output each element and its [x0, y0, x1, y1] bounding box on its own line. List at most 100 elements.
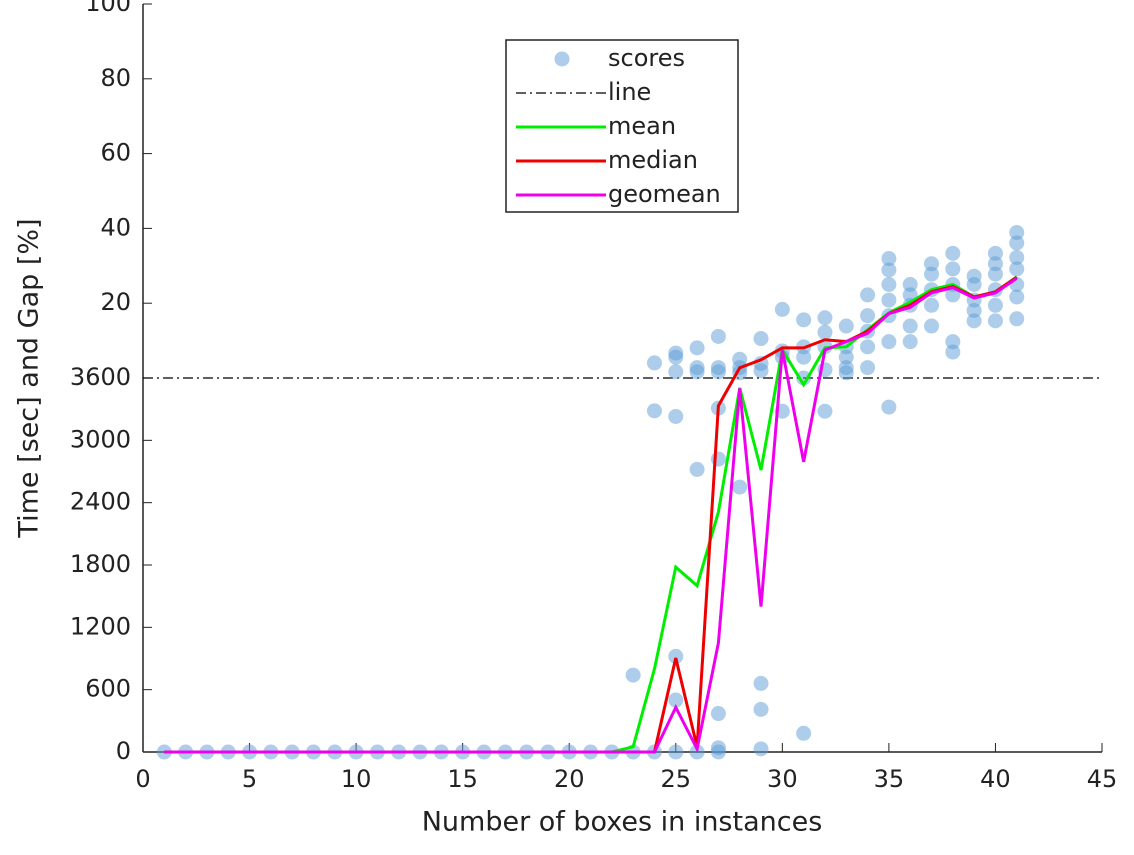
y-tick-label: 60: [100, 139, 131, 167]
score-point: [1009, 261, 1025, 277]
score-point: [817, 310, 833, 326]
score-point: [881, 262, 897, 278]
x-tick-label: 25: [661, 765, 692, 793]
score-point: [881, 251, 897, 267]
x-tick-label: 20: [554, 765, 585, 793]
score-point: [732, 479, 748, 495]
score-point: [860, 287, 876, 303]
x-tick-label: 30: [767, 765, 798, 793]
x-tick-label: 5: [242, 765, 257, 793]
score-point: [774, 301, 790, 317]
x-axis-label: Number of boxes in instances: [422, 807, 823, 838]
score-point: [710, 364, 726, 380]
y-tick-label: 2400: [70, 488, 131, 516]
score-point: [924, 256, 940, 272]
score-point: [710, 740, 726, 756]
score-point: [668, 692, 684, 708]
legend-label: scores: [608, 44, 685, 72]
score-point: [881, 334, 897, 350]
x-tick-label: 0: [135, 765, 150, 793]
score-point: [796, 725, 812, 741]
score-point: [646, 403, 662, 419]
legend-label: median: [608, 146, 698, 174]
score-point: [860, 339, 876, 355]
legend-marker: [554, 51, 570, 67]
score-point: [1009, 235, 1025, 251]
y-tick-label: 80: [100, 64, 131, 92]
y-tick-label: 600: [85, 675, 131, 703]
score-point: [838, 349, 854, 365]
score-point: [753, 331, 769, 347]
score-point: [668, 364, 684, 380]
score-point: [924, 318, 940, 334]
score-point: [966, 302, 982, 318]
y-tick-label: 100: [85, 0, 131, 17]
score-point: [1009, 289, 1025, 305]
score-point: [860, 360, 876, 376]
score-point: [881, 399, 897, 415]
score-point: [838, 360, 854, 376]
y-tick-label: 1800: [70, 550, 131, 578]
score-point: [753, 701, 769, 717]
score-point: [881, 292, 897, 308]
x-tick-label: 45: [1087, 765, 1118, 793]
score-point: [668, 408, 684, 424]
legend-label: mean: [608, 112, 676, 140]
score-point: [1009, 249, 1025, 265]
score-point: [817, 324, 833, 340]
legend-label: geomean: [608, 180, 721, 208]
y-tick-label: 0: [116, 737, 131, 765]
score-point: [710, 706, 726, 722]
score-point: [945, 334, 961, 350]
score-point: [860, 308, 876, 324]
x-tick-label: 10: [341, 765, 372, 793]
y-axis-label: Time [sec] and Gap [%]: [14, 218, 45, 538]
score-point: [753, 741, 769, 757]
score-point: [710, 451, 726, 467]
y-tick-label: 20: [100, 288, 131, 316]
score-point: [817, 403, 833, 419]
score-point: [668, 744, 684, 760]
score-point: [1009, 225, 1025, 241]
score-point: [966, 313, 982, 329]
score-point: [945, 261, 961, 277]
score-point: [987, 313, 1003, 329]
score-point: [881, 277, 897, 292]
score-point: [902, 318, 918, 334]
x-tick-label: 15: [447, 765, 478, 793]
score-point: [796, 370, 812, 386]
score-point: [966, 268, 982, 284]
x-tick-label: 35: [874, 765, 905, 793]
score-point: [689, 340, 705, 356]
score-point: [945, 245, 961, 261]
score-point: [924, 266, 940, 282]
score-point: [689, 461, 705, 477]
y-tick-label: 1200: [70, 612, 131, 640]
geomean-line: [164, 277, 1018, 754]
score-point: [753, 675, 769, 691]
score-point: [987, 245, 1003, 261]
score-point: [987, 297, 1003, 313]
score-point: [625, 667, 641, 683]
score-point: [924, 297, 940, 313]
score-point: [668, 648, 684, 664]
score-point: [987, 266, 1003, 282]
score-point: [646, 355, 662, 371]
legend-label: line: [608, 78, 651, 106]
y-tick-label: 3600: [70, 363, 131, 391]
score-point: [689, 360, 705, 376]
score-point: [945, 287, 961, 303]
y-tick-label: 40: [100, 213, 131, 241]
score-point: [796, 349, 812, 365]
score-point: [710, 328, 726, 344]
y-tick-label: 3000: [70, 425, 131, 453]
score-point: [902, 277, 918, 292]
score-point: [902, 334, 918, 350]
score-point: [1009, 311, 1025, 327]
score-point: [987, 256, 1003, 272]
score-point: [945, 344, 961, 360]
score-point: [838, 318, 854, 334]
x-tick-label: 40: [980, 765, 1011, 793]
score-point: [796, 312, 812, 328]
